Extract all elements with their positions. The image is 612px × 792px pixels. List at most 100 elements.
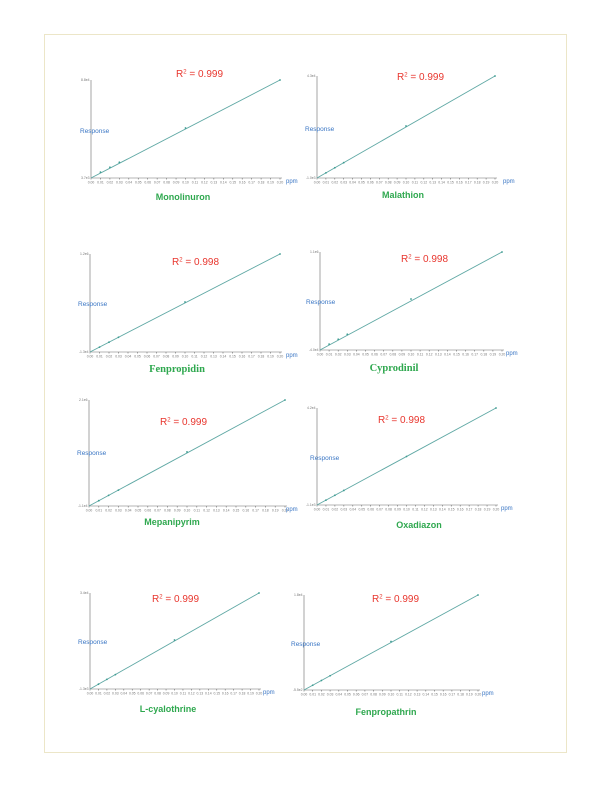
x-tick-label: 0.07 xyxy=(154,181,161,185)
data-point xyxy=(284,399,286,401)
x-tick-label: 0.05 xyxy=(135,181,142,185)
x-tick-label: 0.03 xyxy=(116,181,123,185)
x-tick-label: 0.17 xyxy=(465,181,472,185)
data-point xyxy=(184,301,186,303)
x-tick-label: 0.07 xyxy=(380,353,387,357)
x-unit-label: ppm xyxy=(506,351,518,357)
y-axis-label: Response xyxy=(306,299,336,306)
x-tick-label: 0.19 xyxy=(267,355,274,359)
x-tick-label: 0.18 xyxy=(262,509,269,513)
x-tick-label: 0.17 xyxy=(248,355,255,359)
r-squared-label: R2 = 0.998 xyxy=(378,415,425,426)
x-tick-label: 0.20 xyxy=(282,509,289,513)
x-tick-label: 0.16 xyxy=(239,355,246,359)
x-tick-label: 0.20 xyxy=(499,353,506,357)
y-top-label: 2.1e6 xyxy=(79,398,88,402)
x-tick-label: 0.11 xyxy=(417,353,423,357)
chart-title: Fenpropidin xyxy=(149,364,205,375)
x-tick-label: 0.19 xyxy=(483,181,490,185)
x-tick-label: 0.11 xyxy=(412,181,418,185)
x-tick-label: 0.09 xyxy=(394,508,401,512)
x-unit-label: ppm xyxy=(503,179,515,185)
x-tick-label: 0.02 xyxy=(104,692,111,696)
page-frame xyxy=(44,34,567,753)
data-point xyxy=(501,251,503,253)
x-tick-label: 0.00 xyxy=(88,181,95,185)
x-tick-label: 0.20 xyxy=(277,355,284,359)
x-tick-label: 0.00 xyxy=(314,181,321,185)
x-tick-label: 0.18 xyxy=(480,353,487,357)
x-tick-label: 0.02 xyxy=(332,508,339,512)
chart-title: Malathion xyxy=(382,190,424,200)
data-point xyxy=(114,673,117,676)
data-point xyxy=(109,166,111,169)
x-tick-label: 0.11 xyxy=(412,508,418,512)
x-tick-label: 0.08 xyxy=(163,181,170,185)
fit-line xyxy=(303,594,479,691)
x-tick-label: 0.01 xyxy=(323,181,330,185)
x-tick-label: 0.17 xyxy=(449,693,456,697)
x-tick-label: 0.08 xyxy=(389,353,396,357)
y-axis-label: Response xyxy=(310,455,340,462)
x-tick-label: 0.14 xyxy=(220,181,227,185)
r-squared-label: R2 = 0.999 xyxy=(152,594,199,605)
x-tick-label: 0.14 xyxy=(444,353,451,357)
x-tick-label: 0.01 xyxy=(95,509,102,513)
y-top-label: 3.4e4 xyxy=(80,591,89,595)
x-tick-label: 0.06 xyxy=(371,353,378,357)
x-tick-label: 0.14 xyxy=(205,692,212,696)
x-tick-label: 0.06 xyxy=(367,181,374,185)
x-tick-label: 0.03 xyxy=(115,355,122,359)
y-axis-label: Response xyxy=(305,126,335,133)
r-squared-label: R2 = 0.999 xyxy=(372,594,419,605)
x-tick-label: 0.20 xyxy=(492,181,499,185)
fit-line xyxy=(319,251,503,351)
x-tick-label: 0.14 xyxy=(438,181,445,185)
x-tick-label: 0.15 xyxy=(447,181,454,185)
x-tick-label: 0.17 xyxy=(471,353,478,357)
x-tick-label: 0.20 xyxy=(256,692,263,696)
x-tick-label: 0.08 xyxy=(385,181,392,185)
x-tick-label: 0.03 xyxy=(115,509,122,513)
x-tick-label: 0.14 xyxy=(439,508,446,512)
x-tick-label: 0.08 xyxy=(164,509,171,513)
r-squared-label: R2 = 0.999 xyxy=(176,69,223,80)
y-top-label: 1.1e6 xyxy=(310,250,319,254)
fit-line xyxy=(88,399,286,507)
x-tick-label: 0.05 xyxy=(134,355,141,359)
x-tick-label: 0.10 xyxy=(184,509,191,513)
y-top-label: 1.2e6 xyxy=(80,252,89,256)
x-tick-label: 0.18 xyxy=(474,181,481,185)
data-point xyxy=(320,679,323,682)
data-point xyxy=(97,683,100,686)
x-tick-label: 0.15 xyxy=(431,693,438,697)
x-tick-label: 0.04 xyxy=(125,509,132,513)
x-tick-label: 0.04 xyxy=(349,508,356,512)
x-tick-label: 0.18 xyxy=(258,181,265,185)
x-tick-label: 0.03 xyxy=(327,693,334,697)
x-tick-label: 0.03 xyxy=(341,508,348,512)
x-tick-label: 0.19 xyxy=(247,692,254,696)
x-tick-label: 0.07 xyxy=(376,181,383,185)
data-point xyxy=(108,341,110,344)
data-point xyxy=(342,161,345,164)
x-tick-label: 0.16 xyxy=(457,508,464,512)
x-tick-label: 0.04 xyxy=(125,355,132,359)
x-tick-label: 0.16 xyxy=(440,693,447,697)
data-point xyxy=(184,127,187,129)
x-tick-label: 0.09 xyxy=(173,181,180,185)
x-tick-label: 0.09 xyxy=(172,355,179,359)
x-unit-label: ppm xyxy=(501,506,513,512)
data-point xyxy=(325,172,327,174)
x-tick-label: 0.18 xyxy=(457,693,464,697)
x-tick-label: 0.09 xyxy=(399,353,406,357)
x-tick-label: 0.10 xyxy=(182,181,189,185)
x-tick-label: 0.07 xyxy=(146,692,153,696)
x-tick-label: 0.14 xyxy=(220,355,227,359)
data-point xyxy=(337,338,340,341)
x-tick-label: 0.18 xyxy=(239,692,246,696)
